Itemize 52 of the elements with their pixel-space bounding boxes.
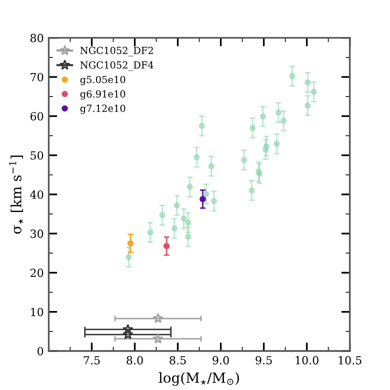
- x-tick-label: 9.5: [256, 356, 272, 364]
- point: [180, 216, 187, 222]
- y-tick-label: 10: [31, 308, 44, 316]
- x-tick-label: 7.5: [84, 356, 100, 364]
- point: [304, 79, 311, 86]
- point: [304, 102, 311, 109]
- point: [186, 184, 193, 190]
- legend-label: NGC1052_DF4: [80, 61, 154, 71]
- point: [310, 88, 317, 95]
- point: [122, 329, 134, 340]
- point: [203, 190, 210, 198]
- y-tick-label: 70: [30, 72, 44, 82]
- point: [274, 140, 280, 148]
- x-tick-label: 8.5: [170, 356, 186, 364]
- point: [275, 109, 282, 116]
- y-tick-label: 30: [30, 230, 44, 238]
- point: [263, 143, 270, 150]
- point: [152, 312, 164, 324]
- point: [163, 242, 170, 250]
- point: [240, 156, 248, 164]
- point: [171, 225, 178, 232]
- x-tick-label: 9.0: [212, 356, 229, 364]
- point: [147, 229, 154, 236]
- point: [248, 187, 255, 194]
- y-tick-label: 60: [30, 112, 44, 120]
- point: [198, 122, 205, 130]
- y-tick-label: 20: [30, 268, 44, 278]
- y-axis-title: σ$_{⋆}$ [km s$^{−1}$]: [8, 156, 24, 234]
- y-tick-label: 40: [30, 190, 44, 199]
- point: [122, 324, 134, 334]
- point: [210, 198, 218, 204]
- x-tick-label: 8.0: [126, 356, 143, 364]
- point: [260, 113, 266, 120]
- point: [200, 196, 206, 202]
- legend-label: g5.05e10: [80, 76, 126, 86]
- y-tick-label: 0: [38, 346, 44, 356]
- y-tick-label: 50: [30, 151, 44, 160]
- point: [289, 73, 296, 80]
- x-tick-label: 10.5: [338, 356, 362, 364]
- y-tick-label: 80: [30, 34, 44, 42]
- legend-label: NGC1052_DF2: [80, 46, 153, 56]
- point: [159, 212, 166, 218]
- point: [174, 202, 180, 208]
- legend-label: g6.91e10: [80, 90, 126, 100]
- x-axis-title: log(M$_{⋆}$/M$_{⊙}$): [158, 372, 239, 386]
- legend-label: g7.12e10: [80, 104, 126, 114]
- point: [208, 163, 214, 170]
- point: [250, 124, 256, 131]
- point: [280, 118, 287, 124]
- point: [194, 154, 200, 160]
- point: [152, 333, 164, 344]
- x-tick-label: 10.0: [296, 356, 318, 364]
